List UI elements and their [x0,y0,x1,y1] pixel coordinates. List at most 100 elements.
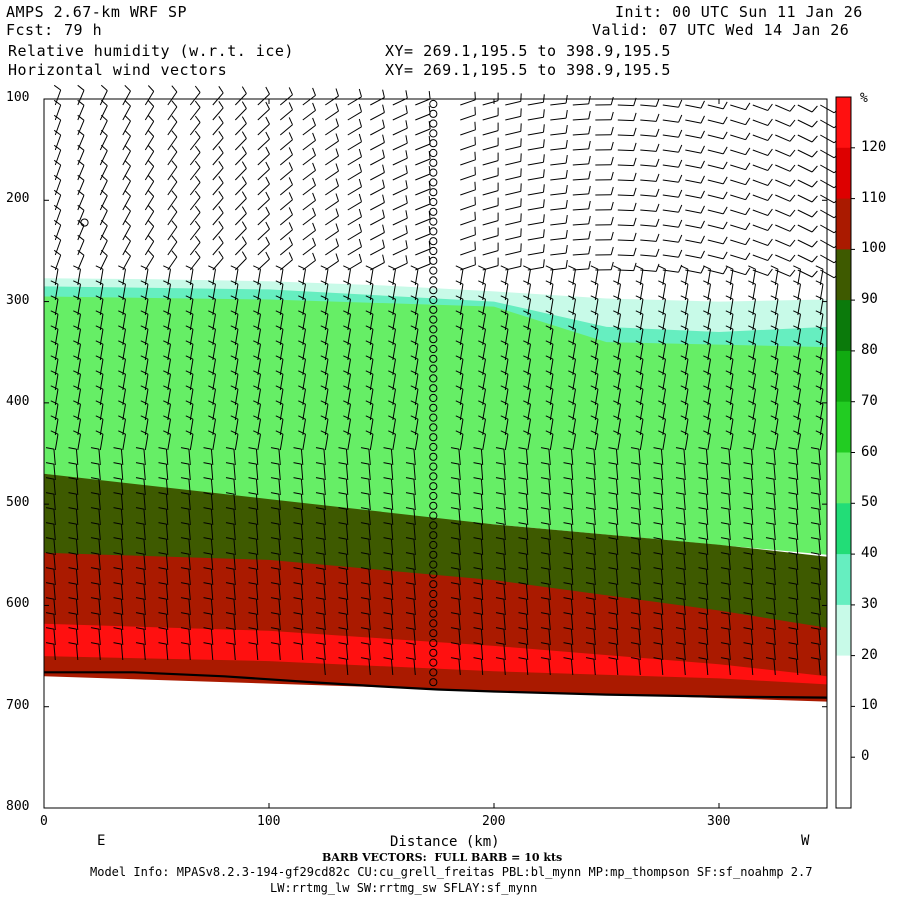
wind-barb [53,159,62,181]
wind-barb [550,215,568,226]
barb-flag [585,477,594,480]
wind-barb [225,522,236,541]
wind-barb [450,447,461,466]
barb-shaft [189,299,194,316]
wind-barb [315,447,326,466]
wind-barb [635,400,644,421]
barb-flag [383,447,392,450]
barb-shaft [347,171,362,181]
wind-barb [815,280,824,301]
barb-flag [770,295,779,300]
barb-flag [194,220,201,228]
wind-barb [720,582,731,601]
wind-barb [585,537,596,556]
wind-barb [523,385,531,406]
barb-flag [382,149,385,158]
wind-barb [797,134,818,143]
calm-wind-marker [429,217,438,226]
barb-flag [225,627,234,630]
wind-barb [270,507,281,526]
barb-shaft [660,524,664,541]
wind-barb [225,507,236,526]
barb-shaft [414,359,419,376]
wind-barb [518,582,529,601]
wind-barb [608,552,619,571]
wind-barb [658,400,666,421]
barb-flag [315,627,324,630]
wind-barb [725,385,734,406]
wind-barb [167,85,178,106]
barb-flag [788,612,797,615]
barb-shaft [525,584,529,601]
barb-flag [655,233,660,242]
barb-flag [523,265,531,270]
barb-shaft [99,165,108,181]
wind-barb [45,447,56,466]
barb-shaft [278,539,281,556]
barb-flag [700,160,705,169]
y-tick-label: 500 [6,495,30,511]
barb-shaft [458,539,461,556]
barb-shaft [54,284,59,301]
barb-shaft [323,524,326,541]
rh-band-120 [44,623,827,685]
barb-flag [523,355,531,360]
barb-flag [811,180,818,188]
wind-barb [248,537,259,556]
calm-wind-marker [429,403,438,412]
barb-flag [703,340,711,345]
barb-flag [495,597,504,600]
barb-shaft [594,389,599,406]
wind-barb [113,462,124,481]
wind-barb [392,255,408,271]
wind-barb [743,507,754,526]
wind-barb [765,492,776,511]
barb-shaft [797,149,813,158]
barb-shaft [774,389,779,406]
barb-flag [613,430,621,435]
wind-barb [212,131,224,151]
barb-flag [725,280,734,285]
barb-shaft [390,539,394,556]
wind-barb [523,400,531,421]
wind-barb [140,265,149,286]
wind-barb [793,310,801,331]
barb-shaft [144,344,149,361]
barb-shaft [279,214,293,226]
barb-flag [365,310,374,315]
barb-flag [725,325,734,330]
barb-flag [543,169,545,178]
wind-barb [203,552,214,571]
barb-flag [180,507,189,510]
barb-shaft [415,143,431,151]
wind-barb [500,430,509,451]
barb-shaft [347,284,351,301]
barb-flag [789,164,796,172]
barb-flag [338,597,347,600]
wind-barb [230,415,239,436]
barb-shaft [120,644,124,661]
barb-shaft [122,434,126,451]
barb-flag [810,612,819,615]
wind-barb [53,144,62,166]
wind-barb [455,340,464,361]
wind-barb [118,400,126,421]
wind-barb [640,113,660,122]
barb-shaft [392,389,396,406]
barb-flag [163,370,171,375]
barb-shaft [525,644,529,661]
barb-flag [298,310,306,315]
barb-flag [365,280,374,285]
barb-shaft [415,98,431,106]
barb-flag [203,447,212,450]
wind-barb [725,310,734,331]
wind-barb [212,206,224,226]
barb-shaft [705,584,709,601]
wind-barb [635,430,644,451]
barb-shaft [752,179,768,186]
barb-flag [703,415,711,420]
wind-barb [450,597,461,616]
barb-flag [45,567,54,570]
barb-shaft [53,494,56,511]
barb-flag [203,567,212,570]
